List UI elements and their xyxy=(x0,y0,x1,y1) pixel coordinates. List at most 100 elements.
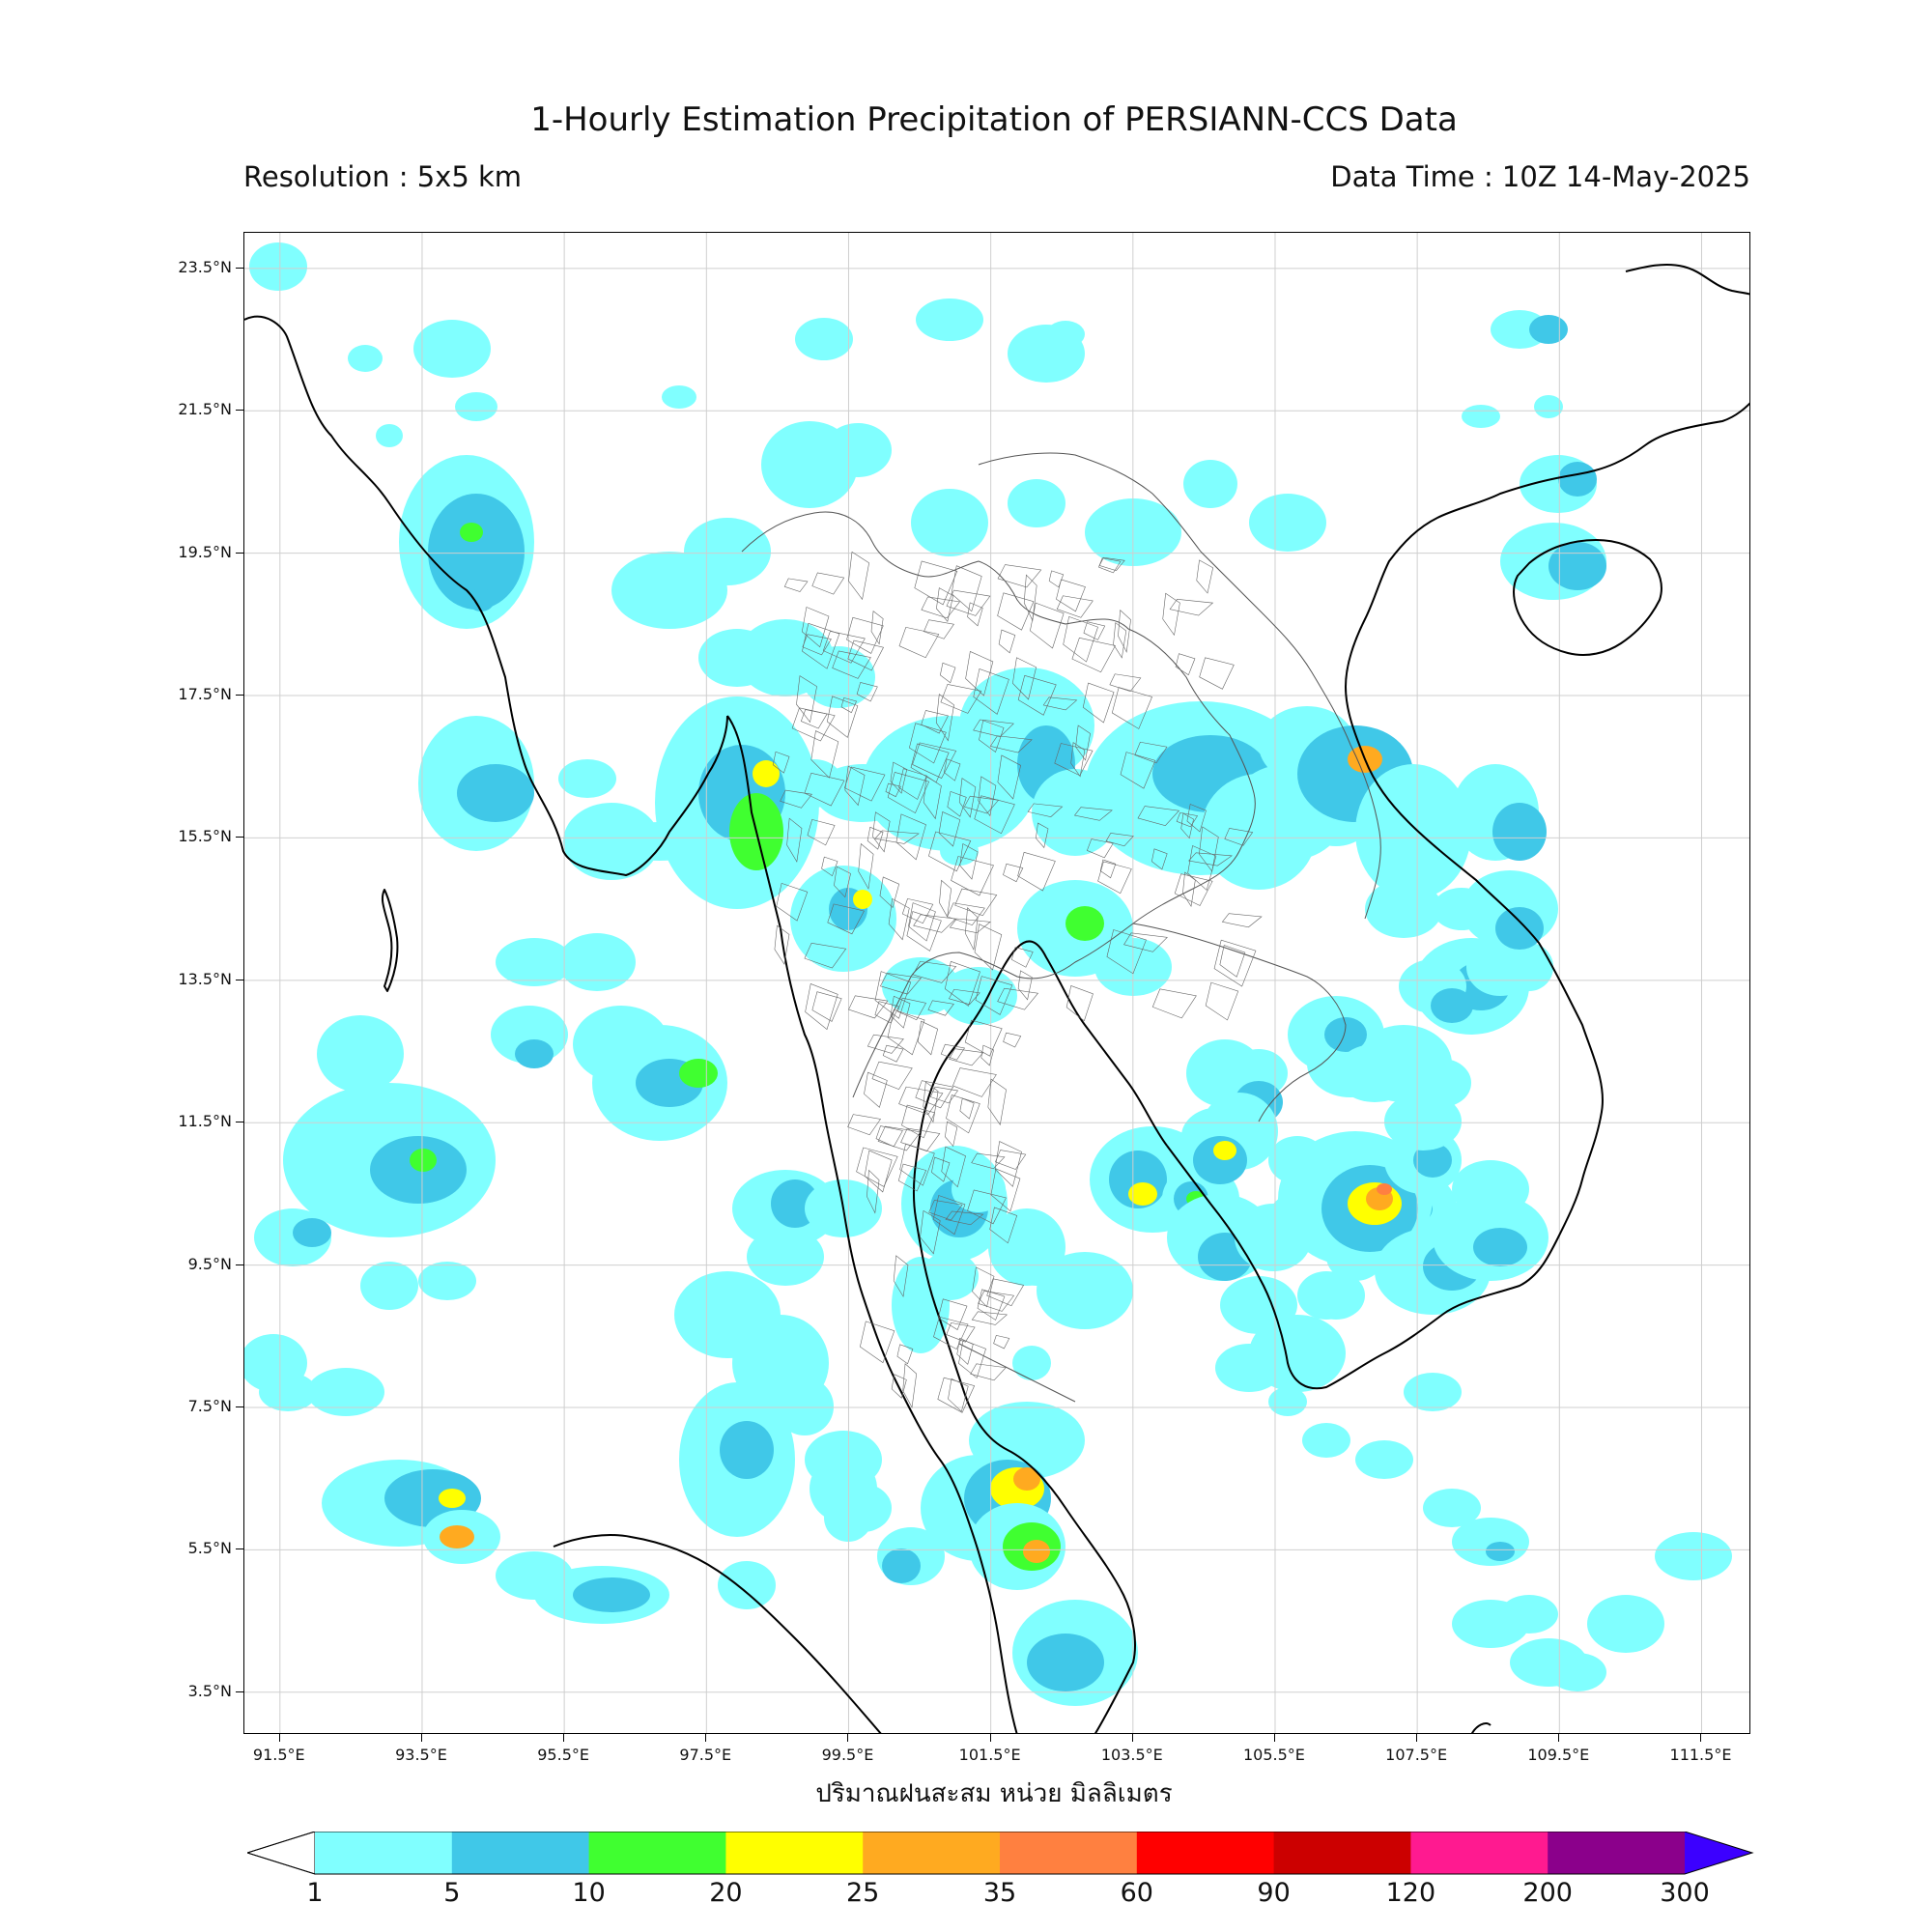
province-boundary xyxy=(944,960,980,1007)
province-boundary xyxy=(923,1081,939,1123)
rain-cell xyxy=(418,1262,476,1300)
border-thailand xyxy=(741,511,1256,1098)
province-boundary xyxy=(964,1019,1003,1057)
province-boundary xyxy=(929,1086,959,1104)
province-boundary xyxy=(864,1071,888,1108)
lon-tick xyxy=(278,1734,280,1742)
province-boundary xyxy=(947,790,967,817)
lat-tick-label: 17.5°N xyxy=(178,685,232,704)
lat-tick xyxy=(236,695,243,696)
province-boundary xyxy=(1151,988,1197,1019)
province-boundary xyxy=(1082,682,1115,724)
colorbar xyxy=(247,1832,1754,1875)
rain-cell xyxy=(413,320,491,378)
rain-cell xyxy=(1008,479,1065,527)
province-boundary xyxy=(888,897,910,941)
data-time-label: Data Time : 10Z 14-May-2025 xyxy=(1330,160,1750,193)
colorbar-tick-label: 120 xyxy=(1385,1878,1436,1908)
province-boundary xyxy=(1027,803,1064,817)
province-boundary xyxy=(921,710,949,734)
rain-cell xyxy=(376,424,403,447)
province-boundary xyxy=(901,898,934,924)
province-boundary xyxy=(997,564,1042,588)
province-boundary xyxy=(864,1150,893,1193)
province-boundary xyxy=(1219,945,1246,978)
map-title: 1-Hourly Estimation Precipitation of PER… xyxy=(530,100,1458,139)
province-boundary xyxy=(967,1189,1007,1225)
gridlines xyxy=(244,233,1749,1733)
province-boundary xyxy=(847,639,884,671)
province-boundary xyxy=(856,682,878,702)
province-boundary xyxy=(874,830,920,844)
province-boundary xyxy=(877,1125,922,1151)
province-boundary xyxy=(939,662,956,684)
lon-tick-label: 95.5°E xyxy=(537,1746,589,1764)
province-boundary xyxy=(1123,932,1168,952)
lon-tick xyxy=(1700,1734,1702,1742)
rain-cell xyxy=(747,1228,824,1286)
province-boundary xyxy=(989,735,1033,753)
rain-cell xyxy=(1505,943,1553,991)
rain-cell xyxy=(1046,321,1085,348)
province-boundary xyxy=(1175,653,1196,676)
province-boundary xyxy=(1199,657,1235,690)
lat-tick xyxy=(236,552,243,554)
province-boundary xyxy=(844,765,866,807)
rain-cell xyxy=(1548,542,1606,590)
lon-tick-label: 99.5°E xyxy=(821,1746,874,1764)
province-boundary xyxy=(974,795,1015,835)
rain-cell xyxy=(1037,1252,1133,1329)
province-boundary xyxy=(948,988,980,1006)
lon-tick xyxy=(705,1734,707,1742)
rain-cell xyxy=(1128,1182,1157,1206)
rain-cell xyxy=(457,764,534,822)
rain-cell xyxy=(940,967,1017,1025)
colorbar-tick-label: 1 xyxy=(306,1878,324,1908)
province-boundary xyxy=(951,565,982,612)
province-boundary xyxy=(893,1255,909,1297)
province-boundary xyxy=(776,882,809,922)
lon-tick xyxy=(1558,1734,1560,1742)
lat-tick-label: 3.5°N xyxy=(187,1681,232,1700)
colorbar-tick-label: 90 xyxy=(1257,1878,1291,1908)
rain-cell xyxy=(1302,1423,1350,1458)
map-panel[interactable] xyxy=(243,232,1750,1734)
colorbar-tick-label: 20 xyxy=(709,1878,743,1908)
province-boundary xyxy=(989,1207,1018,1244)
province-boundary xyxy=(1098,557,1122,574)
province-boundary xyxy=(847,1114,882,1136)
precipitation-map[interactable] xyxy=(244,233,1750,1734)
province-boundary xyxy=(1205,981,1239,1021)
province-boundary xyxy=(914,560,958,606)
rain-cell xyxy=(1423,1489,1481,1527)
rain-cell xyxy=(1655,1532,1732,1580)
rain-cell xyxy=(1452,1518,1529,1566)
lat-tick-label: 9.5°N xyxy=(187,1254,232,1273)
rain-cell xyxy=(1404,1373,1462,1411)
province-boundary xyxy=(1099,859,1117,879)
rain-cell xyxy=(1462,405,1500,428)
rain-cell xyxy=(802,646,875,708)
lon-tick-label: 101.5°E xyxy=(958,1746,1021,1764)
province-boundary xyxy=(1213,939,1257,987)
rain-cell xyxy=(1297,1271,1355,1320)
lon-tick xyxy=(1131,1734,1133,1742)
rain-cell xyxy=(952,1166,1006,1212)
lat-tick xyxy=(236,1406,243,1407)
rain-cell xyxy=(1268,1387,1307,1416)
rain-cell xyxy=(515,1039,554,1068)
province-boundary xyxy=(804,942,847,969)
province-boundary xyxy=(898,627,940,659)
rain-cell xyxy=(1486,1542,1515,1561)
province-boundary xyxy=(913,914,956,933)
province-boundary xyxy=(1169,598,1214,616)
lon-tick xyxy=(1273,1734,1275,1742)
lat-tick-label: 21.5°N xyxy=(178,400,232,419)
province-boundary xyxy=(1199,826,1219,872)
lat-tick xyxy=(236,837,243,838)
province-boundary xyxy=(937,1298,968,1330)
province-boundary xyxy=(1162,592,1180,637)
province-boundary xyxy=(946,1322,976,1343)
province-boundary xyxy=(928,831,972,872)
province-boundary xyxy=(947,902,985,926)
